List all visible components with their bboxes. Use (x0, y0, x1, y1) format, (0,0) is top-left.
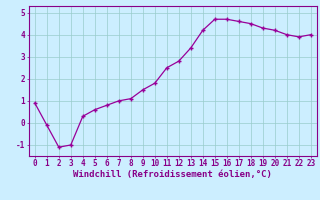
X-axis label: Windchill (Refroidissement éolien,°C): Windchill (Refroidissement éolien,°C) (73, 170, 272, 179)
